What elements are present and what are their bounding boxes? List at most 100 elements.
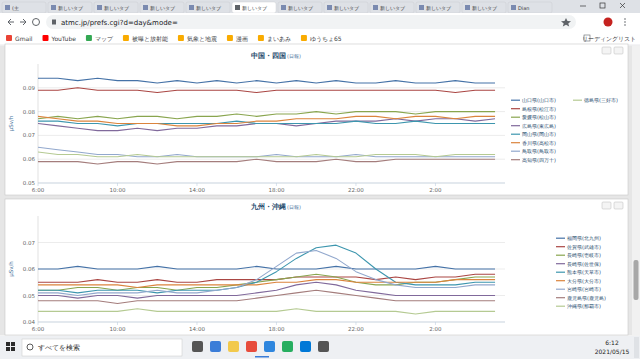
- legend-swatch: [556, 289, 565, 290]
- tab[interactable]: [508, 2, 552, 13]
- legend-item[interactable]: 岡山県(岡山市): [522, 131, 556, 137]
- legend-item[interactable]: 鳥取県(鳥取市): [521, 148, 556, 154]
- legend-item[interactable]: 香川県(高松市): [522, 140, 556, 146]
- minimize-button[interactable]: [580, 6, 586, 7]
- legend-swatch: [556, 272, 565, 273]
- legend-item[interactable]: 沖縄県(那覇市): [567, 303, 601, 309]
- series-line: [38, 116, 495, 126]
- series-group: [38, 245, 495, 314]
- legend-item[interactable]: 愛媛県(松山市): [522, 114, 556, 120]
- url: atmc.jp/prefs.cgi?d=day&mode=: [61, 19, 178, 27]
- bookmark[interactable]: マップ: [95, 35, 114, 42]
- chart-title: 九州・沖縄: [250, 203, 286, 211]
- bookmark[interactable]: 漫画: [236, 35, 248, 42]
- taskbar-app[interactable]: [282, 341, 293, 352]
- tab[interactable]: [370, 2, 414, 13]
- legend-item[interactable]: 宮崎県(宮崎市): [567, 286, 601, 292]
- tab[interactable]: [94, 2, 138, 13]
- bookmark[interactable]: 被曝と放射能: [132, 35, 168, 42]
- series-group: [38, 78, 495, 164]
- bookmark[interactable]: Gmail: [15, 35, 33, 42]
- x-tick-label: 2:00: [429, 326, 442, 332]
- y-tick-label: 0.09: [23, 85, 36, 91]
- legend-swatch: [511, 125, 520, 126]
- close-button[interactable]: [620, 3, 625, 8]
- tab[interactable]: [232, 2, 276, 13]
- legend-item[interactable]: 鹿児島県(鹿児島): [567, 295, 606, 301]
- y-axis-label: μSv/h: [8, 115, 15, 131]
- taskbar-app[interactable]: [318, 341, 329, 352]
- x-axis-line: [38, 322, 505, 323]
- taskbar-app[interactable]: [264, 341, 275, 352]
- taskbar-app[interactable]: [228, 341, 239, 352]
- bookmark-icon: [178, 35, 184, 41]
- tab[interactable]: [2, 2, 46, 13]
- chart: 中国・四国(日報)μSv/h0.050.060.070.080.096:0010…: [5, 44, 628, 195]
- legend-swatch: [556, 238, 565, 239]
- taskbar-app[interactable]: [246, 341, 257, 352]
- legend-item[interactable]: 広島県(東広島): [522, 123, 556, 129]
- tab[interactable]: [416, 2, 460, 13]
- bookmark[interactable]: まいあみ: [267, 35, 291, 43]
- chart: 九州・沖縄(日報)μSv/h0.040.050.060.076:0010:001…: [5, 199, 628, 335]
- print-button[interactable]: [602, 47, 611, 54]
- forward-button[interactable]: [20, 19, 26, 25]
- tab[interactable]: [186, 2, 230, 13]
- scrollbar-thumb[interactable]: [634, 260, 639, 300]
- tab[interactable]: [140, 2, 184, 13]
- tab-bar: [0, 0, 640, 13]
- export-button[interactable]: [614, 47, 623, 54]
- tab[interactable]: [324, 2, 368, 13]
- tab-title: 新しいタブ: [380, 5, 406, 11]
- taskbar-app[interactable]: [192, 341, 203, 352]
- search-placeholder: すべてを検索: [38, 344, 80, 352]
- chart-box: [5, 199, 628, 335]
- grid-line: [38, 322, 505, 323]
- legend-item[interactable]: 山口県(山口市): [522, 97, 556, 103]
- legend-item[interactable]: 高知県(四万十): [522, 157, 556, 163]
- tab[interactable]: [462, 2, 506, 13]
- bookmark-star[interactable]: [561, 18, 571, 27]
- reload-button[interactable]: [33, 19, 40, 26]
- legend-item[interactable]: 佐賀県(武雄市): [567, 244, 601, 250]
- legend-swatch: [556, 255, 565, 256]
- address-bar[interactable]: [46, 15, 576, 29]
- bookmark[interactable]: 気象と地震: [187, 35, 217, 42]
- tab[interactable]: [48, 2, 92, 13]
- taskbar-app[interactable]: [210, 341, 221, 352]
- reading-list[interactable]: リーディングリスト: [582, 35, 636, 42]
- legend-swatch: [511, 100, 520, 101]
- bookmark[interactable]: YouTube: [51, 35, 77, 42]
- print-button[interactable]: [602, 202, 611, 209]
- start-button[interactable]: [6, 342, 15, 351]
- show-desktop[interactable]: [634, 337, 639, 358]
- legend-item[interactable]: 福岡県(北九州): [567, 235, 601, 241]
- legend-item[interactable]: 徳島県(三好市): [584, 97, 618, 103]
- taskbar-app[interactable]: [300, 341, 311, 352]
- x-tick-label: 18:00: [269, 187, 285, 193]
- tab-title: (主: [12, 5, 19, 11]
- scrollbar: [632, 46, 640, 336]
- profile-icon[interactable]: [604, 18, 613, 27]
- legend-item[interactable]: 大分県(大分市): [567, 278, 601, 284]
- maximize-button[interactable]: [600, 3, 605, 8]
- grid-line: [38, 135, 505, 136]
- export-button[interactable]: [614, 202, 623, 209]
- chart-subtitle: (日報): [287, 204, 301, 210]
- bookmark-icon: [301, 35, 307, 41]
- legend-item[interactable]: 長崎県(佐世保): [567, 261, 601, 267]
- tab[interactable]: [278, 2, 322, 13]
- legend-item[interactable]: 長崎県(壱岐市): [567, 252, 601, 258]
- bookmark[interactable]: ゆうちょ65: [310, 35, 342, 43]
- legend-swatch: [511, 117, 520, 118]
- search-box[interactable]: [22, 339, 182, 356]
- tab-title: 新しいタブ: [426, 5, 452, 11]
- tab-icon: [511, 5, 516, 10]
- clock-date: 2021/05/15: [595, 348, 630, 355]
- y-tick-label: 0.05: [23, 293, 36, 299]
- bookmark-icon: [86, 35, 92, 41]
- back-button[interactable]: [8, 19, 14, 25]
- legend-item[interactable]: 島根県(松江市): [522, 106, 556, 112]
- tab-icon: [5, 5, 10, 10]
- legend-item[interactable]: 熊本県(天草市): [567, 269, 601, 275]
